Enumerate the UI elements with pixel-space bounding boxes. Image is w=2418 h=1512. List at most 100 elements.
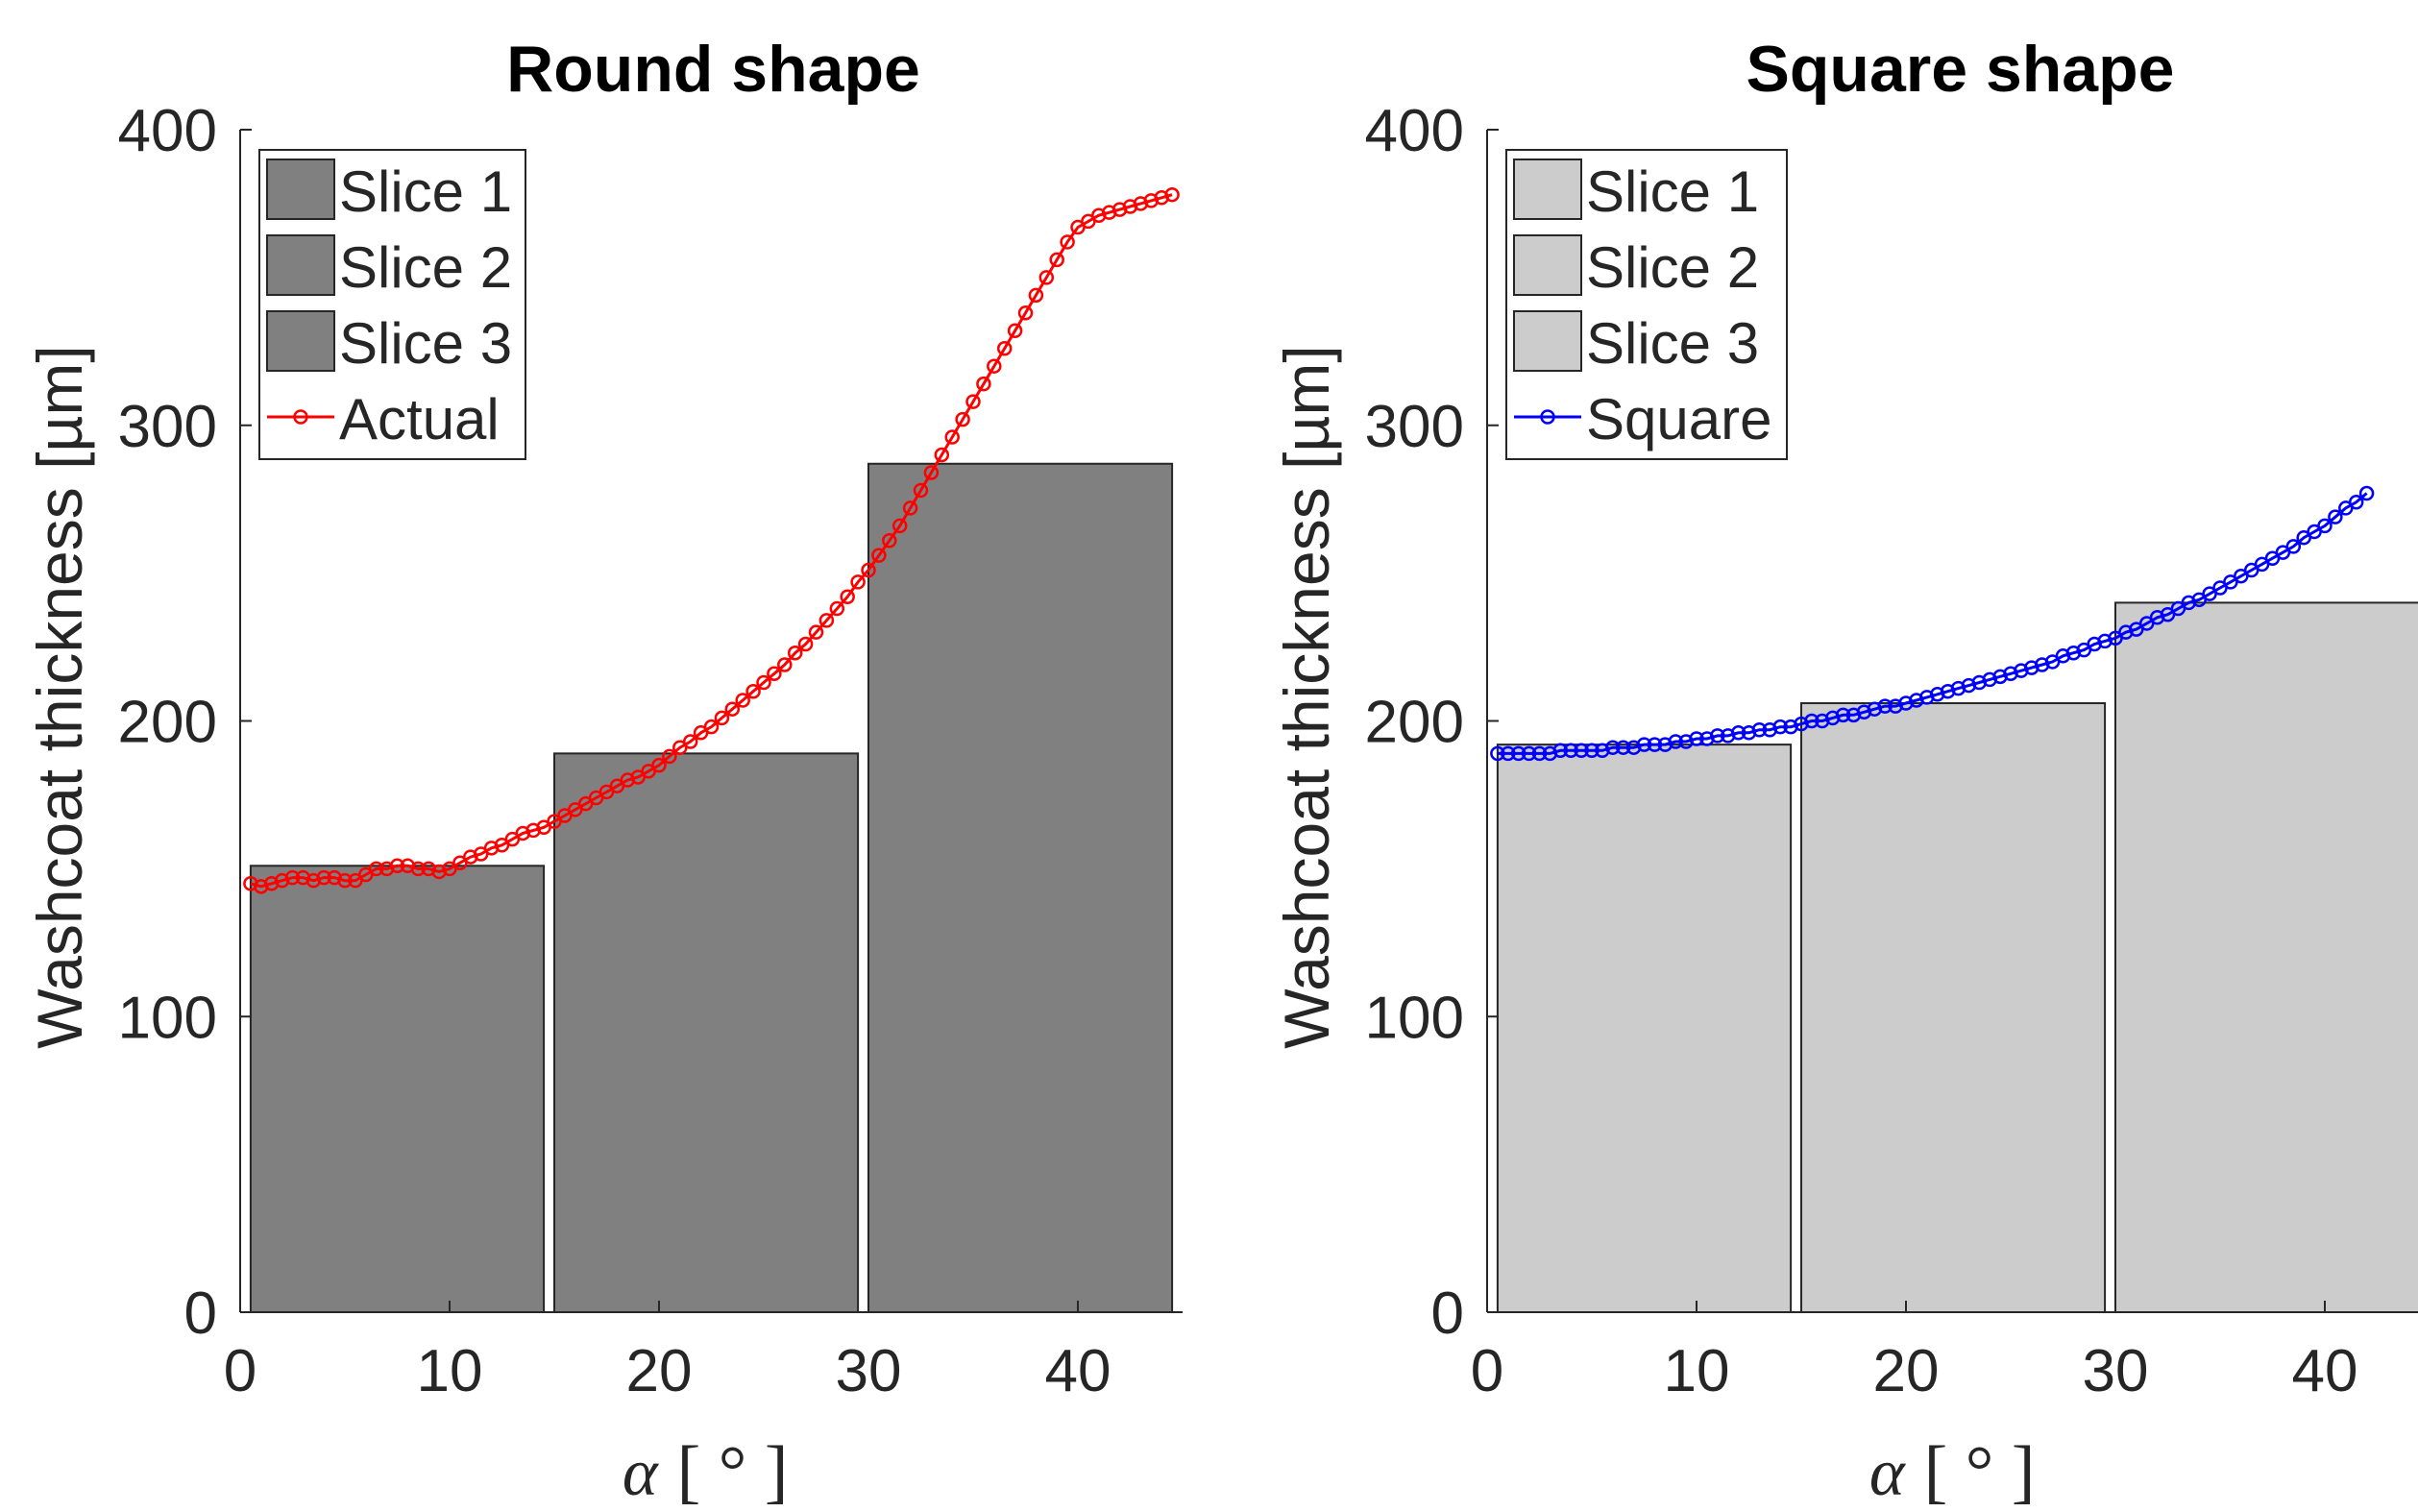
series-point	[1490, 745, 1505, 762]
series-point	[829, 600, 845, 617]
series-point	[777, 657, 793, 672]
x-axis-label-symbol: α	[623, 1436, 659, 1510]
x-axis-label-unit: [ ° ]	[677, 1432, 789, 1511]
series-point	[724, 701, 741, 717]
series-point	[850, 574, 866, 590]
series-point	[1647, 737, 1663, 752]
series-point	[1521, 745, 1537, 762]
x-tick-label: 30	[2083, 1338, 2149, 1404]
series-point	[1668, 734, 1683, 749]
series-point	[756, 674, 771, 691]
y-tick-label: 100	[1365, 985, 1464, 1051]
series-point	[682, 734, 698, 749]
y-tick-label: 0	[1431, 1280, 1464, 1347]
series-point	[2358, 485, 2375, 501]
legend-swatch	[266, 234, 335, 296]
x-axis-label-symbol: α	[1869, 1436, 1906, 1510]
bar-slice-2	[1800, 702, 2107, 1313]
x-tick-label: 0	[224, 1338, 256, 1404]
series-point	[1615, 740, 1631, 755]
series-point	[1574, 743, 1589, 759]
series-point	[891, 518, 908, 534]
series-point	[2285, 539, 2302, 554]
series-point	[1501, 745, 1516, 762]
series-point	[284, 869, 301, 886]
legend-label: Slice 2	[339, 235, 512, 300]
series-point	[1552, 743, 1569, 759]
series-point	[1689, 731, 1704, 746]
legend-label: Slice 2	[1586, 235, 1759, 300]
legend-swatch	[1513, 159, 1582, 220]
x-tick-label: 40	[2292, 1338, 2358, 1404]
legend-label: Slice 3	[1586, 311, 1759, 376]
y-tick-label: 400	[1365, 98, 1464, 164]
series-point	[1510, 745, 1527, 762]
series-point	[1584, 743, 1600, 759]
series-point	[840, 589, 855, 604]
y-axis-label: Washcoat thickness [µm]	[24, 345, 95, 1048]
legend-marker	[1540, 409, 1555, 425]
series-point	[316, 869, 331, 886]
series-point	[1835, 707, 1851, 723]
series-point	[2348, 495, 2364, 510]
legend: Slice 1 Slice 2 Slice 3 Actual	[258, 149, 526, 460]
legend-label: Slice 1	[1586, 159, 1759, 224]
legend-label: Slice 3	[339, 311, 512, 376]
bar-slice-2	[553, 752, 860, 1313]
legend: Slice 1 Slice 2 Slice 3 Square	[1505, 149, 1788, 460]
chart-title: Square shape	[1746, 33, 2175, 106]
series-point	[1164, 186, 1180, 203]
series-point	[767, 666, 782, 682]
x-tick-label: 0	[1471, 1338, 1503, 1404]
series-point	[1772, 719, 1788, 735]
y-tick-label: 0	[184, 1280, 217, 1347]
y-axis-label: Washcoat thickness [µm]	[1271, 345, 1342, 1048]
series-point	[735, 693, 750, 708]
series-point	[2317, 518, 2333, 534]
series-point	[797, 636, 814, 652]
series-point	[913, 482, 929, 499]
series-point	[976, 376, 991, 392]
chart-panel-1: 0 100 200 300 400 0 10 20 30 40 Round shape Washcoa…	[24, 33, 1183, 1511]
series-point	[1877, 698, 1893, 714]
series-point	[368, 861, 384, 877]
legend-swatch	[1513, 234, 1582, 296]
series-point	[787, 645, 803, 661]
series-point	[861, 562, 876, 578]
series-point	[703, 719, 720, 735]
legend-swatch	[1513, 310, 1582, 372]
series-point	[662, 748, 677, 765]
series-point	[1804, 713, 1820, 729]
x-tick-label: 20	[626, 1338, 693, 1404]
legend-label: Actual	[339, 387, 500, 451]
series-point	[389, 858, 405, 874]
series-point	[1038, 270, 1055, 285]
series-point	[1007, 323, 1023, 339]
legend-marker	[293, 409, 308, 425]
series-point	[1531, 745, 1548, 762]
bar-slice-3	[867, 462, 1174, 1313]
series-point	[1017, 305, 1034, 321]
series-point	[1049, 252, 1064, 268]
series-point	[651, 757, 667, 773]
series-point	[745, 683, 761, 699]
series-point	[882, 533, 897, 549]
series-point	[714, 710, 730, 726]
legend-label: Square	[1586, 387, 1771, 451]
legend-label: Slice 1	[339, 159, 512, 224]
y-tick-label: 300	[118, 394, 217, 460]
y-tick-label: 100	[118, 985, 217, 1051]
x-tick-label: 40	[1045, 1338, 1111, 1404]
y-tick-label: 300	[1365, 394, 1464, 460]
series-point	[934, 447, 950, 463]
y-tick-label: 400	[118, 98, 217, 164]
y-tick-label: 200	[118, 690, 217, 756]
x-tick-label: 20	[1873, 1338, 1940, 1404]
series-point	[1605, 740, 1621, 755]
chart-panel-2: 0 100 200 300 400 0 10 20 30 40 Square shape Washco…	[1271, 33, 2418, 1511]
series-point	[965, 394, 981, 409]
series-point	[1751, 721, 1768, 738]
series-point	[808, 624, 824, 640]
series-point	[902, 500, 918, 516]
